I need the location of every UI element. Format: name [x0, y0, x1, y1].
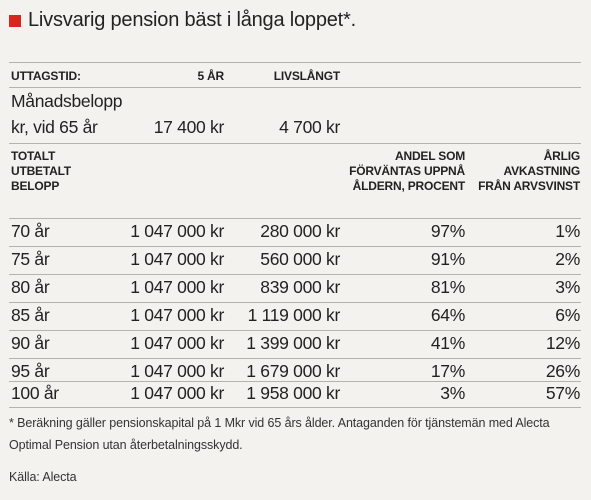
- col-header-livslangt: LIVSLÅNGT: [273, 69, 340, 83]
- five-year-cell: 1 047 000 kr: [130, 221, 224, 241]
- lifelong-cell: 560 000 kr: [260, 249, 340, 269]
- header-andel-line: ÅLDERN, PROCENT: [352, 179, 466, 193]
- lifelong-cell: 1 679 000 kr: [246, 361, 340, 381]
- header-totalt: TOTALT UTBETALT BELOPP: [11, 149, 71, 194]
- header-arlig-line: FRÅN ARVSVINST: [478, 179, 580, 193]
- return-cell: 12%: [545, 333, 580, 353]
- header-arlig: ÅRLIG AVKASTNING FRÅN ARVSVINST: [460, 149, 580, 194]
- age-cell: 95 år: [11, 361, 50, 381]
- age-cell: 70 år: [11, 221, 50, 241]
- row-divider: [9, 330, 581, 331]
- age-cell: 100 år: [11, 383, 59, 403]
- lifelong-cell: 839 000 kr: [260, 277, 340, 297]
- uttagstid-label: UTTAGSTID:: [11, 69, 81, 83]
- lifelong-cell: 280 000 kr: [260, 221, 340, 241]
- return-cell: 57%: [545, 383, 580, 403]
- share-cell: 3%: [440, 383, 465, 403]
- header-andel-line: FÖRVÄNTAS UPPNÅ: [349, 164, 465, 178]
- divider: [9, 62, 581, 63]
- row-divider: [9, 246, 581, 247]
- header-andel-line: ANDEL SOM: [395, 149, 465, 163]
- page-title: Livsvarig pension bäst i långa loppet*.: [28, 9, 356, 31]
- header-arlig-line: AVKASTNING: [503, 164, 581, 178]
- age-cell: 75 år: [11, 249, 50, 269]
- row-divider: [9, 381, 581, 382]
- header-andel: ANDEL SOM FÖRVÄNTAS UPPNÅ ÅLDERN, PROCEN…: [330, 149, 465, 194]
- lifelong-cell: 1 119 000 kr: [247, 305, 341, 325]
- header-arlig-line: ÅRLIG: [543, 149, 581, 163]
- age-cell: 85 år: [11, 305, 50, 325]
- col-header-5ar: 5 ÅR: [197, 69, 224, 83]
- monthly-label-line1: Månadsbelopp: [11, 91, 123, 111]
- return-cell: 3%: [555, 277, 580, 297]
- header-totalt-line: TOTALT: [11, 149, 56, 163]
- five-year-cell: 1 047 000 kr: [130, 333, 224, 353]
- divider: [9, 87, 581, 88]
- share-cell: 64%: [430, 305, 465, 325]
- share-cell: 97%: [430, 221, 465, 241]
- share-cell: 81%: [430, 277, 465, 297]
- return-cell: 6%: [555, 305, 580, 325]
- age-cell: 90 år: [11, 333, 50, 353]
- share-cell: 91%: [430, 249, 465, 269]
- divider: [9, 143, 581, 144]
- lifelong-cell: 1 399 000 kr: [246, 333, 340, 353]
- age-cell: 80 år: [11, 277, 50, 297]
- return-cell: 1%: [555, 221, 580, 241]
- row-divider: [9, 218, 581, 219]
- return-cell: 2%: [555, 249, 580, 269]
- lifelong-cell: 1 958 000 kr: [246, 383, 340, 403]
- share-cell: 17%: [430, 361, 465, 381]
- title-row: Livsvarig pension bäst i långa loppet*.: [9, 9, 356, 32]
- row-divider: [9, 302, 581, 303]
- monthly-value-livslangt: 4 700 kr: [279, 117, 340, 137]
- divider: [9, 407, 581, 408]
- five-year-cell: 1 047 000 kr: [130, 383, 224, 403]
- header-totalt-line: BELOPP: [11, 179, 60, 193]
- monthly-value-5ar: 17 400 kr: [153, 117, 225, 137]
- return-cell: 26%: [545, 361, 580, 381]
- footnote: * Beräkning gäller pensionskapital på 1 …: [9, 416, 550, 452]
- title-marker: [9, 14, 21, 27]
- row-divider: [9, 274, 581, 275]
- row-divider: [9, 358, 581, 359]
- five-year-cell: 1 047 000 kr: [130, 277, 224, 297]
- header-totalt-line: UTBETALT: [11, 164, 71, 178]
- five-year-cell: 1 047 000 kr: [130, 361, 224, 381]
- five-year-cell: 1 047 000 kr: [130, 249, 224, 269]
- source-credit: Källa: Alecta: [9, 470, 77, 484]
- monthly-label-line2: kr, vid 65 år: [11, 117, 98, 137]
- share-cell: 41%: [430, 333, 465, 353]
- five-year-cell: 1 047 000 kr: [130, 305, 224, 325]
